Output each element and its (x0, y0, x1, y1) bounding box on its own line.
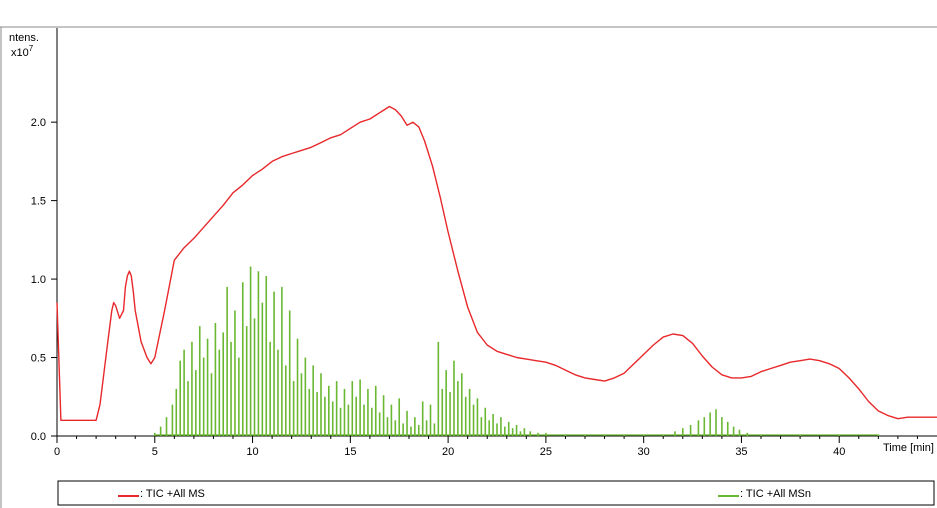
x-tick-label-5: 5 (152, 446, 158, 458)
series-layer (56, 105, 937, 436)
y-axis-unit: x107 (11, 44, 34, 59)
legend-entry-ms: : TIC +All MS (118, 488, 205, 500)
x-tick-label-20: 20 (442, 446, 454, 458)
series-ms-line (56, 105, 937, 421)
x-tick-label-15: 15 (344, 446, 356, 458)
x-tick-label-0: 0 (54, 446, 60, 458)
x-axis-title: Time [min] (883, 442, 934, 454)
y-axis-unit-base: x10 (11, 47, 29, 59)
y-tick-label-1: 0.5 (31, 353, 46, 365)
y-axis-ticks: 0.0 0.5 1.0 1.5 2.0 (31, 117, 57, 443)
y-tick-label-0: 0.0 (31, 431, 46, 443)
legend-entry-msn: : TIC +All MSn (718, 488, 811, 500)
legend-box (57, 480, 935, 506)
x-tick-label-35: 35 (735, 446, 747, 458)
x-tick-label-40: 40 (833, 446, 845, 458)
y-tick-label-4: 2.0 (31, 117, 46, 129)
y-axis-unit-exponent: 7 (29, 44, 34, 53)
x-tick-label-25: 25 (540, 446, 552, 458)
x-tick-label-30: 30 (638, 446, 650, 458)
series-msn-spikes (153, 266, 880, 436)
x-tick-label-10: 10 (246, 446, 258, 458)
y-tick-label-2: 1.0 (31, 274, 46, 286)
y-tick-label-3: 1.5 (31, 196, 46, 208)
x-axis-ticks: 0 5 10 15 20 25 30 35 40 (54, 436, 918, 458)
legend-label-msn: : TIC +All MSn (740, 488, 811, 500)
legend-label-ms: : TIC +All MS (140, 488, 205, 500)
y-axis-title: ntens. (9, 32, 39, 44)
